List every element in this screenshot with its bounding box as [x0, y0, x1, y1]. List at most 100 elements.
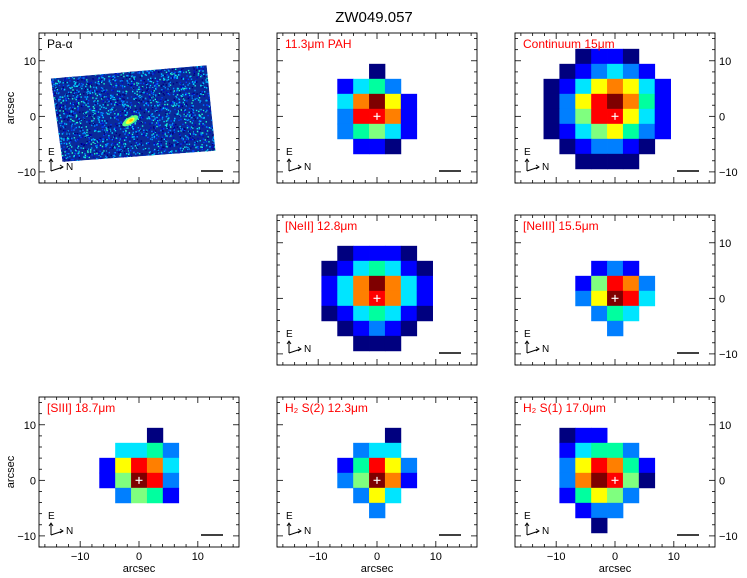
heatmap-cell — [638, 457, 656, 474]
heatmap-cell — [353, 245, 370, 262]
heatmap-cell — [321, 275, 338, 292]
compass-rose: EN — [48, 147, 73, 173]
heatmap-cell — [622, 108, 640, 125]
panel-7-ticks — [515, 397, 715, 548]
heatmap-cell — [337, 93, 354, 110]
heatmap-cell — [607, 502, 624, 519]
panel-6-ticks — [277, 397, 477, 548]
centre-marker — [611, 476, 619, 484]
y-tick-label: 0 — [30, 111, 36, 123]
y-tick-label: 10 — [24, 56, 36, 68]
compass-east: E — [524, 147, 531, 158]
heatmap-cell — [607, 260, 624, 277]
heatmap-cell — [369, 487, 386, 504]
panel-3-label: [NeII] 12.8μm — [285, 219, 357, 233]
heatmap-cell — [416, 305, 433, 322]
x-tick-label: −10 — [71, 551, 90, 563]
compass-rose: EN — [286, 329, 311, 355]
heatmap-cell — [591, 275, 608, 292]
heatmap-cell — [575, 442, 592, 459]
heatmap-cell — [622, 48, 640, 65]
panel-2-ticks — [515, 33, 715, 184]
heatmap-cell — [353, 78, 370, 95]
centre-marker — [373, 294, 381, 302]
x-axis-title: arcsec — [123, 563, 156, 575]
compass-rose: EN — [524, 147, 549, 173]
x-axis-title: arcsec — [361, 563, 394, 575]
heatmap-cell — [638, 78, 656, 95]
heatmap-cell — [384, 305, 402, 322]
heatmap-cell — [337, 457, 354, 474]
heatmap-cell — [146, 472, 164, 489]
panel-1-image — [337, 63, 418, 155]
axis-titles: arcsec arcsec arcsec arcsec arcsec — [5, 91, 632, 575]
heatmap-cell — [591, 63, 608, 80]
heatmap-cell — [369, 502, 386, 519]
heatmap-cell — [607, 305, 624, 322]
heatmap-cell — [622, 472, 640, 489]
heatmap-cell — [622, 457, 640, 474]
heatmap-cell — [575, 63, 592, 80]
heatmap-cell — [353, 290, 370, 307]
centre-marker — [611, 294, 619, 302]
heatmap-cell — [622, 93, 640, 110]
heatmap-cell — [384, 108, 402, 125]
heatmap-cell — [369, 138, 386, 155]
heatmap-cell — [607, 78, 624, 95]
heatmap-cell — [559, 78, 576, 95]
heatmap-cell — [622, 442, 640, 459]
heatmap-cell — [321, 290, 338, 307]
heatmap-cell — [575, 457, 592, 474]
figure-title: ZW049.057 — [335, 9, 413, 26]
panel-2: −10 0 10 Continuum 15μm EN — [514, 32, 738, 184]
heatmap-cell — [384, 78, 402, 95]
heatmap-cell — [638, 290, 656, 307]
heatmap-cell — [622, 275, 640, 292]
heatmap-cell — [400, 93, 418, 110]
heatmap-cell — [607, 93, 624, 110]
heatmap-cell — [559, 472, 576, 489]
heatmap-cell — [654, 123, 671, 140]
panel-4-label: [NeIII] 15.5μm — [523, 219, 599, 233]
compass-rose: EN — [286, 147, 311, 173]
heatmap-cell — [591, 427, 608, 444]
heatmap-cell — [353, 275, 370, 292]
heatmap-cell — [369, 260, 386, 277]
heatmap-cell — [384, 472, 402, 489]
y-axis-title: arcsec — [5, 91, 17, 124]
heatmap-cell — [575, 108, 592, 125]
heatmap-cell — [543, 108, 560, 125]
heatmap-cell — [591, 260, 608, 277]
heatmap-cell — [638, 472, 656, 489]
compass-north: N — [542, 526, 549, 537]
x-axis-title: arcsec — [599, 563, 632, 575]
y-tick-label: −10 — [719, 167, 738, 179]
heatmap-cell — [384, 442, 402, 459]
heatmap-cell — [400, 290, 418, 307]
heatmap-cell — [575, 427, 592, 444]
heatmap-cell — [400, 108, 418, 125]
heatmap-cell — [622, 138, 640, 155]
panel-6-image — [337, 427, 418, 519]
x-tick-label: 0 — [374, 551, 380, 563]
heatmap-cell — [384, 427, 402, 444]
x-tick-label: 10 — [668, 551, 680, 563]
heatmap-cell — [384, 138, 402, 155]
heatmap-cell — [543, 93, 560, 110]
heatmap-cell — [384, 245, 402, 262]
heatmap-cell — [321, 305, 338, 322]
heatmap-cell — [115, 457, 132, 474]
heatmap-cell — [575, 275, 592, 292]
heatmap-cell — [575, 93, 592, 110]
panel-5-ticks — [39, 397, 239, 548]
heatmap-cell — [146, 442, 164, 459]
heatmap-cell — [162, 487, 180, 504]
heatmap-cell — [353, 93, 370, 110]
y-tick-label: 0 — [719, 293, 725, 305]
heatmap-cell — [353, 108, 370, 125]
heatmap-cell — [591, 48, 608, 65]
heatmap-cell — [575, 502, 592, 519]
heatmap-cell — [591, 153, 608, 170]
